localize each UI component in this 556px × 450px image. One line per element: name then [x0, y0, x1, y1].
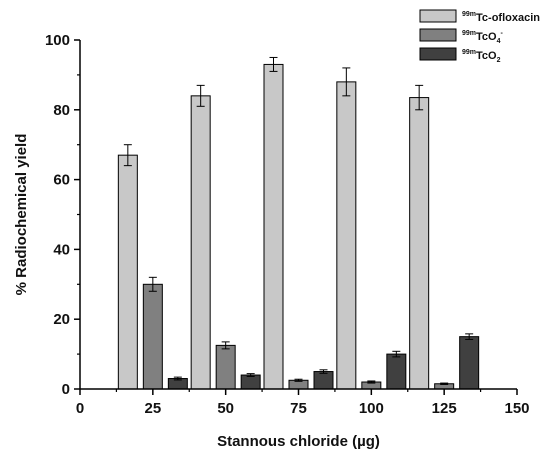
plot-area: 0 25 50 75 100 125 150 0 20 40 60 80 100: [45, 32, 530, 417]
error-bar-series-3-point-3: [319, 369, 328, 374]
bar-series-3-point-4: [386, 353, 407, 390]
error-bar-series-1-point-3: [269, 56, 278, 72]
error-bar-series-1-point-2: [196, 84, 205, 107]
error-bar-series-3-point-2: [246, 373, 255, 377]
bar-series-1-point-4: [336, 81, 357, 390]
legend-label-2: 99mTcO4-: [462, 30, 504, 45]
legend-swatch-3: [419, 47, 457, 61]
x-tick-label-25: 25: [144, 400, 161, 417]
legend-item-2: 99mTcO4-: [419, 28, 504, 45]
legend-label-3: 99mTcO2: [462, 49, 501, 64]
bar-series-2-point-1: [142, 283, 163, 390]
legend-swatch-1: [419, 9, 457, 23]
legend-swatch-2: [419, 28, 457, 42]
legend-item-1: 99mTc-ofloxacin: [419, 9, 540, 24]
error-bar-series-3-point-5: [465, 333, 474, 340]
y-axis-title: % Radiochemical yield: [13, 134, 30, 296]
y-tick-label-80: 80: [53, 102, 70, 119]
x-axis-title: Stannous chloride (µg): [217, 433, 380, 450]
bar-series-2-point-2: [215, 344, 236, 390]
x-tick-label-50: 50: [217, 400, 234, 417]
x-tick-label-125: 125: [432, 400, 457, 417]
error-bar-series-2-point-3: [294, 378, 303, 382]
y-tick-label-0: 0: [62, 381, 70, 398]
y-tick-label-40: 40: [53, 241, 70, 258]
bar-series-1-point-1: [117, 154, 138, 390]
legend: 99mTc-ofloxacin 99mTcO4- 99mTcO2: [419, 9, 540, 64]
x-tick-label-150: 150: [504, 400, 529, 417]
error-bar-series-3-point-1: [173, 376, 182, 381]
bar-series-1-point-3: [263, 63, 284, 390]
x-tick-label-75: 75: [290, 400, 307, 417]
error-bar-series-1-point-5: [415, 84, 424, 111]
y-tick-label-100: 100: [45, 32, 70, 49]
bar-series-1-point-2: [190, 95, 211, 390]
error-bar-series-2-point-5: [440, 382, 449, 385]
x-tick-label-0: 0: [76, 400, 84, 417]
error-bar-series-1-point-1: [123, 144, 132, 167]
error-bar-series-2-point-2: [221, 341, 230, 350]
bar-series-3-point-5: [459, 336, 480, 390]
y-tick-label-20: 20: [53, 311, 70, 328]
bar-series-1-point-5: [409, 97, 430, 390]
error-bar-series-2-point-4: [367, 380, 376, 384]
error-bar-series-2-point-1: [148, 276, 157, 292]
y-tick-label-60: 60: [53, 172, 70, 189]
legend-label-1: 99mTc-ofloxacin: [462, 11, 540, 24]
error-bar-series-3-point-4: [392, 350, 401, 358]
bar-series-3-point-3: [313, 371, 334, 390]
x-tick-label-100: 100: [359, 400, 384, 417]
error-bar-series-1-point-4: [342, 67, 351, 97]
legend-item-3: 99mTcO2: [419, 47, 501, 64]
bar-series-3-point-2: [240, 374, 261, 390]
